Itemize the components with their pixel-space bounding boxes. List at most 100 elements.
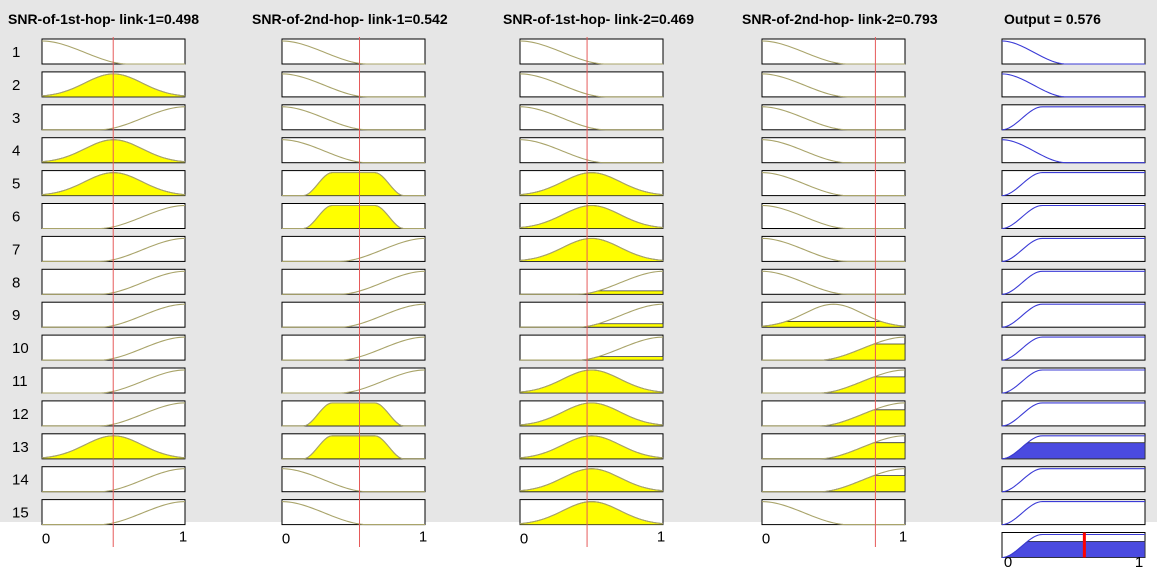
membership-plot-box — [281, 104, 426, 131]
membership-plot-box — [1001, 104, 1146, 131]
membership-plot-box — [281, 367, 426, 394]
column-title: SNR-of-2nd-hop- link-1=0.542 — [252, 11, 448, 27]
membership-curve — [1001, 270, 1145, 295]
membership-curve — [761, 40, 905, 65]
membership-curve — [1001, 303, 1145, 328]
membership-plot-box — [281, 71, 426, 98]
membership-plot-box — [519, 104, 664, 131]
rule-number-label: 15 — [12, 505, 29, 522]
membership-plot-box — [761, 104, 906, 131]
membership-curve — [762, 468, 906, 493]
membership-curve — [761, 204, 905, 230]
membership-plot-box — [761, 137, 906, 164]
membership-plot-box — [281, 38, 426, 65]
membership-curve — [282, 369, 426, 394]
aggregate-output-curve — [1001, 533, 1145, 559]
membership-curve — [761, 172, 905, 197]
membership-plot-box — [519, 38, 664, 65]
membership-plot-box — [1001, 71, 1146, 98]
membership-curve — [762, 336, 906, 361]
rule-number-label: 14 — [12, 472, 29, 489]
membership-curve — [1001, 172, 1145, 197]
membership-curve — [1001, 237, 1145, 262]
membership-curve — [519, 468, 664, 492]
membership-curve — [761, 501, 905, 526]
membership-curve — [519, 369, 664, 393]
membership-curve — [519, 204, 664, 229]
membership-plot-box — [1001, 301, 1146, 328]
membership-plot-box — [1001, 268, 1146, 295]
membership-curve — [1001, 40, 1145, 65]
rule-number-label: 1 — [12, 44, 20, 61]
membership-plot-box — [761, 38, 906, 65]
axis-max-label: 1 — [419, 529, 427, 546]
rule-number-label: 13 — [12, 439, 29, 456]
membership-plot-box — [1001, 137, 1146, 164]
rule-number-label: 5 — [12, 176, 20, 193]
axis-min-label: 0 — [42, 531, 50, 548]
membership-curve — [282, 204, 425, 230]
membership-plot-box — [519, 137, 664, 164]
membership-curve — [519, 106, 663, 131]
membership-plot-box — [1001, 38, 1146, 65]
rule-number-label: 11 — [12, 373, 28, 390]
membership-curve — [761, 270, 905, 295]
membership-plot-box — [281, 235, 426, 262]
membership-curve — [519, 73, 663, 98]
membership-plot-box — [519, 71, 664, 98]
membership-curve — [519, 40, 663, 65]
membership-curve — [519, 139, 663, 164]
membership-curve — [761, 73, 905, 98]
membership-plot-box — [761, 268, 906, 295]
membership-plot-box — [1001, 334, 1146, 361]
membership-plot-box — [519, 301, 664, 328]
membership-plot-box — [761, 170, 906, 197]
membership-plot-box — [1001, 203, 1146, 229]
membership-curve — [1001, 336, 1145, 361]
membership-curve — [762, 402, 906, 427]
membership-curve — [1001, 204, 1145, 230]
column-title: SNR-of-1st-hop- link-2=0.469 — [503, 11, 694, 27]
membership-plot-box — [1001, 235, 1146, 262]
membership-curve — [282, 402, 425, 427]
membership-curve — [520, 336, 664, 361]
rule-number-label: 2 — [12, 77, 20, 94]
output-axis-min-label: 0 — [1004, 554, 1012, 570]
membership-curve — [1001, 501, 1145, 526]
membership-plot-box — [1001, 400, 1146, 427]
rule-number-label: 10 — [12, 340, 29, 357]
membership-curve — [282, 237, 426, 262]
membership-curve — [282, 303, 426, 328]
membership-curve — [282, 435, 425, 460]
rule-number-label: 6 — [12, 209, 20, 226]
membership-curve — [762, 435, 906, 460]
membership-curve — [762, 369, 906, 394]
axis-min-label: 0 — [762, 531, 770, 548]
membership-curve — [520, 303, 664, 328]
rule-number-label: 8 — [12, 274, 20, 291]
membership-plot-box — [761, 71, 906, 98]
membership-plot-box — [761, 499, 906, 526]
membership-curve — [1001, 435, 1145, 460]
membership-curve — [519, 237, 664, 261]
rule-number-label: 12 — [12, 406, 29, 423]
axis-min-label: 0 — [282, 531, 290, 548]
membership-curve — [1001, 468, 1145, 493]
output-axis-max-label: 1 — [1135, 554, 1143, 570]
membership-plot-box — [1001, 170, 1146, 197]
membership-curve — [281, 139, 425, 164]
membership-curve — [1001, 73, 1145, 98]
membership-curve — [1001, 402, 1145, 427]
rule-number-label: 7 — [12, 241, 20, 258]
membership-curve — [281, 73, 425, 98]
membership-plot-box — [281, 499, 426, 526]
membership-curve — [281, 40, 425, 65]
membership-plot-box — [761, 203, 906, 229]
membership-curve — [520, 270, 664, 295]
column-title: Output = 0.576 — [1004, 11, 1101, 27]
membership-curve — [761, 237, 905, 262]
membership-curve — [282, 336, 426, 361]
rule-number-label: 4 — [12, 143, 20, 160]
